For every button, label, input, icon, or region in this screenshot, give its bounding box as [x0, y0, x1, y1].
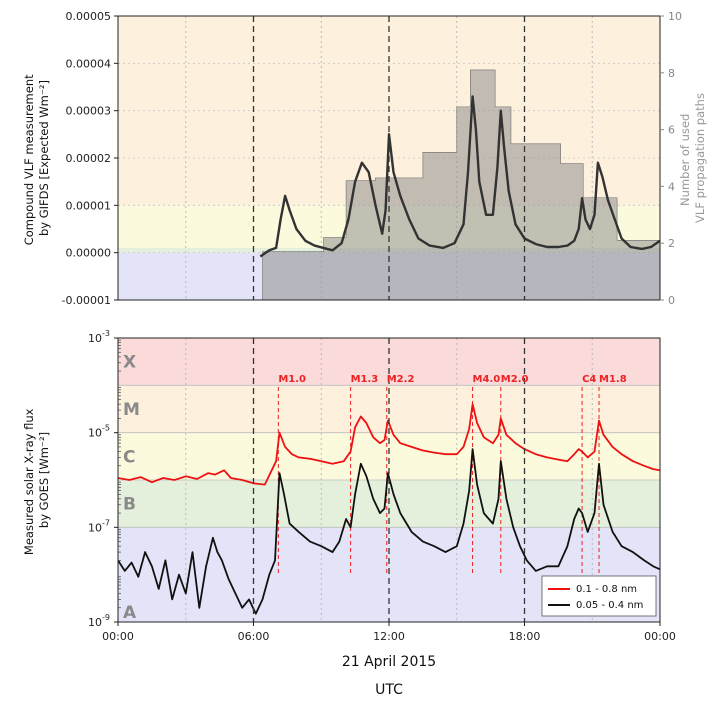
flare-class-labels: X M C B A	[123, 353, 140, 623]
x-axis-utc-label: UTC	[375, 682, 403, 698]
bottom-ytick-exp-0: -3	[102, 329, 110, 338]
bottom-y-label-line1: Measured solar X-ray flux	[22, 408, 36, 555]
legend: 0.1 - 0.8 nm 0.05 - 0.4 nm	[541, 575, 657, 617]
top-rtick-label-5: 0	[668, 294, 675, 307]
bottom-ytick-exp-3: -9	[102, 613, 110, 622]
flare-class-B: B	[123, 495, 136, 515]
bottom-y-ticks: 10-310-510-710-9	[88, 329, 121, 629]
bottom-dashed-hour-lines	[252, 338, 526, 622]
bottom-ytick-exp-1: -5	[102, 424, 110, 433]
flare-class-A: A	[123, 603, 137, 623]
x-axis-date-label: 21 April 2015	[342, 654, 436, 670]
bottom-ytick-label-2: 10-7	[88, 518, 110, 534]
top-rtick-label-3: 4	[668, 180, 675, 193]
flare-labels: M1.0 M1.3 M2.2 M4.0 M2.0 C4 M1.8	[278, 374, 626, 385]
bottom-xtick-label-4: 00:00	[644, 630, 676, 643]
top-ytick-label-1: 0.00004	[66, 57, 112, 70]
bottom-xtick-label-0: 00:00	[102, 630, 134, 643]
top-rtick-label-4: 2	[668, 237, 675, 250]
top-y-label-line2: by GIFDS [Expected Wm⁻²]	[37, 80, 51, 236]
bottom-xtick-label-3: 18:00	[509, 630, 541, 643]
bottom-xtick-label-2: 12:00	[373, 630, 405, 643]
top-y-ticks: 0.00005 0.00004 0.00003 0.00002 0.00001 0.000…	[62, 10, 118, 307]
flare-label-2: M2.2	[387, 374, 415, 385]
top-ytick-label-0: 0.00005	[66, 10, 112, 23]
flare-label-4: M2.0	[501, 374, 529, 385]
top-rtick-label-2: 6	[668, 124, 675, 137]
legend-label-red: 0.1 - 0.8 nm	[576, 584, 637, 595]
flare-label-3: M4.0	[473, 374, 501, 385]
flare-class-X: X	[123, 353, 136, 373]
series-0.1-0.8nm-line	[118, 403, 660, 486]
flare-marker-lines	[277, 387, 600, 574]
bottom-ytick-label-0: 10-3	[88, 329, 110, 345]
bottom-x-ticks: 00:00 06:00 12:00 18:00 00:00	[102, 622, 676, 643]
top-dashed-hour-lines	[252, 16, 526, 300]
flare-class-C: C	[123, 447, 135, 467]
bottom-grid	[118, 338, 660, 622]
top-ytick-label-4: 0.00001	[66, 199, 112, 212]
bottom-ytick-label-3: 10-9	[88, 613, 110, 629]
legend-box	[541, 575, 657, 617]
top-right-y-label: Number of used VLF propagation paths	[678, 93, 707, 223]
flare-label-5: C4	[582, 374, 596, 385]
bottom-ytick-base-1: 10	[88, 427, 102, 440]
bottom-ytick-base-0: 10	[88, 332, 102, 345]
legend-label-black: 0.05 - 0.4 nm	[576, 600, 643, 611]
top-ytick-label-2: 0.00003	[66, 105, 112, 118]
bottom-ytick-base-3: 10	[88, 616, 102, 629]
top-ytick-label-5: 0.00000	[66, 247, 112, 260]
top-right-y-label-line2: VLF propagation paths	[693, 93, 707, 223]
bottom-xtick-label-1: 06:00	[238, 630, 270, 643]
flare-label-1: M1.3	[351, 374, 379, 385]
top-right-y-ticks: 10 8 6 4 2 0	[660, 10, 682, 307]
top-y-label: Compound VLF measurement by GIFDS [Expec…	[22, 71, 51, 246]
top-rtick-label-1: 8	[668, 67, 675, 80]
flare-class-M: M	[123, 400, 140, 420]
propagation-paths-area	[259, 69, 660, 300]
top-ytick-label-3: 0.00002	[66, 152, 112, 165]
bottom-y-label: Measured solar X-ray flux by GOES [Wm⁻²]	[22, 405, 51, 555]
bottom-ytick-exp-2: -7	[102, 518, 110, 527]
top-y-label-line1: Compound VLF measurement	[22, 74, 36, 245]
top-right-y-label-line1: Number of used	[678, 114, 692, 206]
flare-label-6: M1.8	[599, 374, 627, 385]
top-rtick-label-0: 10	[668, 10, 682, 23]
bottom-y-label-line2: by GOES [Wm⁻²]	[37, 432, 51, 528]
top-ytick-label-6: -0.00001	[62, 294, 111, 307]
flare-label-0: M1.0	[278, 374, 306, 385]
bottom-ytick-base-2: 10	[88, 521, 102, 534]
series-0.05-0.4nm-line	[118, 448, 660, 615]
gifds-series-line	[259, 95, 660, 258]
bottom-ytick-label-1: 10-5	[88, 424, 110, 440]
